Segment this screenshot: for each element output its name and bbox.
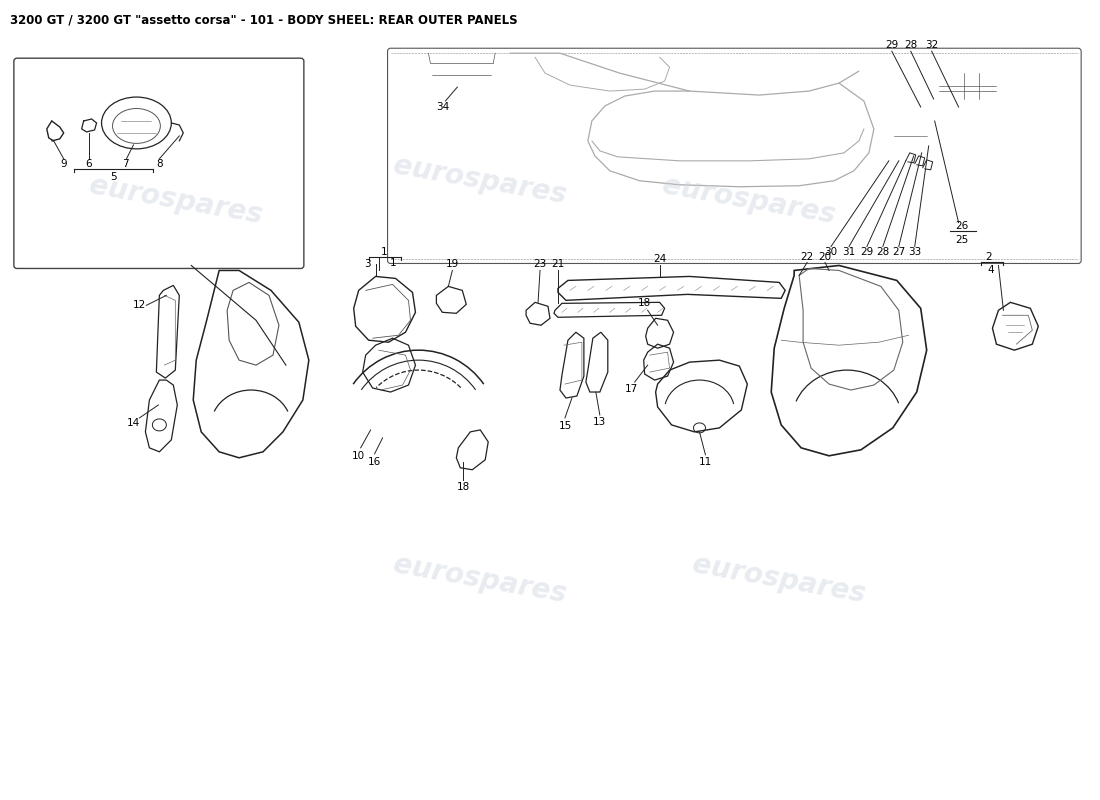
Text: 26: 26 <box>955 221 968 230</box>
Text: 34: 34 <box>436 102 449 112</box>
Text: 4: 4 <box>987 266 993 275</box>
Text: 22: 22 <box>801 253 814 262</box>
Text: 28: 28 <box>904 40 917 50</box>
Text: 18: 18 <box>456 482 470 492</box>
Text: 27: 27 <box>892 246 905 257</box>
Text: 32: 32 <box>925 40 938 50</box>
Text: eurospares: eurospares <box>392 550 569 608</box>
Text: 12: 12 <box>133 300 146 310</box>
Text: 17: 17 <box>625 384 638 394</box>
Text: 3: 3 <box>364 259 371 270</box>
Text: 10: 10 <box>352 451 365 461</box>
Text: 23: 23 <box>534 259 547 270</box>
Text: 21: 21 <box>551 259 564 270</box>
Text: 9: 9 <box>60 159 67 169</box>
Text: 2: 2 <box>986 253 992 262</box>
Text: 3200 GT / 3200 GT "assetto corsa" - 101 - BODY SHEEL: REAR OUTER PANELS: 3200 GT / 3200 GT "assetto corsa" - 101 … <box>10 14 517 26</box>
Text: 28: 28 <box>877 246 890 257</box>
FancyBboxPatch shape <box>14 58 304 269</box>
Text: eurospares: eurospares <box>392 152 569 210</box>
Text: eurospares: eurospares <box>88 172 265 230</box>
Text: 30: 30 <box>825 246 837 257</box>
Text: 16: 16 <box>368 457 382 466</box>
Text: 25: 25 <box>955 234 968 245</box>
Text: 15: 15 <box>559 421 572 431</box>
Text: 5: 5 <box>110 172 117 182</box>
Text: 8: 8 <box>156 159 163 169</box>
Text: 1: 1 <box>390 258 397 269</box>
Text: 18: 18 <box>638 298 651 308</box>
Text: 14: 14 <box>126 418 140 428</box>
Text: 11: 11 <box>698 457 712 466</box>
Text: 33: 33 <box>909 246 922 257</box>
Text: 24: 24 <box>653 254 667 265</box>
Text: 29: 29 <box>860 246 873 257</box>
Text: eurospares: eurospares <box>691 550 868 608</box>
Text: 6: 6 <box>86 159 92 169</box>
Text: eurospares: eurospares <box>660 172 838 230</box>
Text: 29: 29 <box>886 40 899 50</box>
Text: 19: 19 <box>446 259 459 270</box>
FancyBboxPatch shape <box>387 48 1081 263</box>
Text: 31: 31 <box>843 246 856 257</box>
Text: 13: 13 <box>593 417 606 427</box>
Text: 20: 20 <box>818 253 832 262</box>
Text: 7: 7 <box>122 159 129 169</box>
Text: 1: 1 <box>382 246 388 257</box>
